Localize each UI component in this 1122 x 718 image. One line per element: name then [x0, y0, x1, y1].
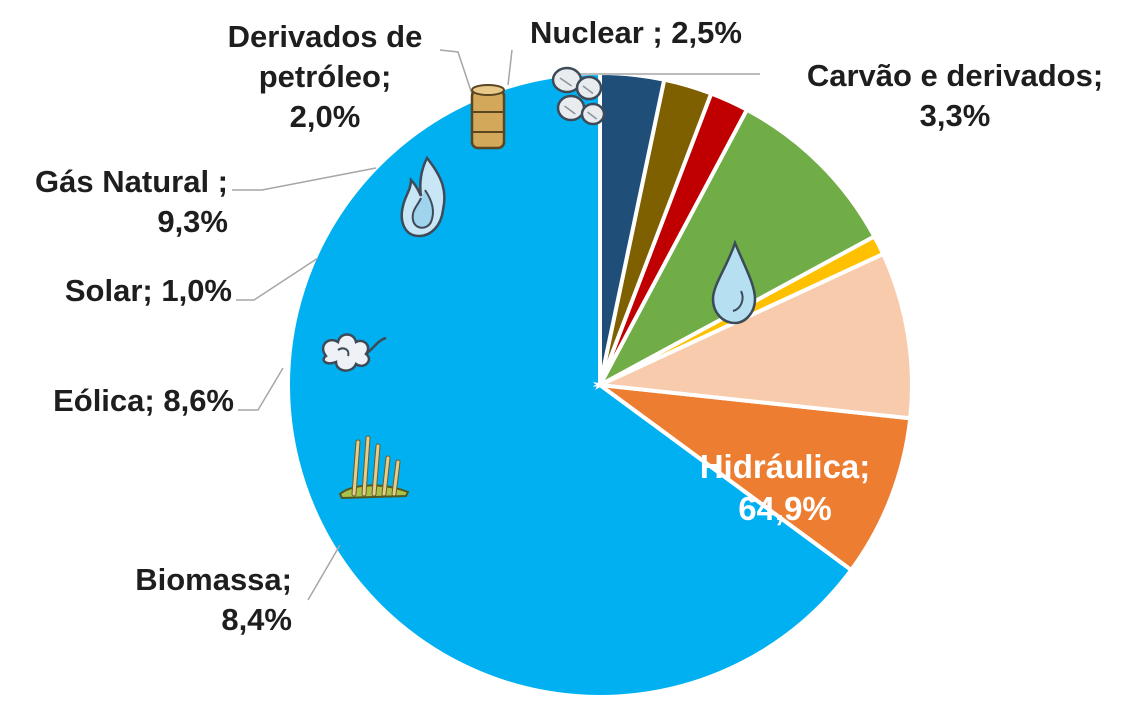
- pie-slices: [286, 70, 914, 699]
- water-drop-icon: [711, 239, 757, 325]
- data-label-solar: Solar; 1,0%: [65, 273, 232, 308]
- slice-biomassa: [592, 382, 913, 573]
- flame-icon: [400, 155, 446, 238]
- data-label-nuclear: Nuclear ; 2,5%: [530, 15, 742, 50]
- slice-labels: Hidráulica; 64,9% Biomassa; 8,4% Eólica; 8,6…: [35, 15, 1103, 637]
- data-label-hidraulica: Hidráulica; 64,9%: [700, 448, 871, 527]
- leader-solar: [236, 257, 319, 301]
- coal-icon: [551, 66, 606, 126]
- data-label-biomassa: Biomassa; 8,4%: [135, 562, 292, 637]
- slice-eolica: [592, 251, 914, 421]
- oil-barrel-icon: [470, 84, 506, 150]
- leader-derivados-de-petroleo: [439, 49, 479, 113]
- leader-biomassa: [307, 544, 341, 601]
- slice-icons: [321, 66, 757, 500]
- leader-lines: [232, 49, 760, 601]
- data-label-eolica: Eólica; 8,6%: [53, 383, 234, 418]
- sugarcane-icon: [338, 435, 410, 500]
- data-label-derivados-de-petroleo: Derivados de petróleo; 2,0%: [228, 19, 423, 134]
- data-label-gas-natural: Gás Natural ; 9,3%: [35, 164, 228, 239]
- leader-gas-natural: [232, 167, 377, 191]
- leader-nuclear: [507, 49, 513, 86]
- leader-eolica: [238, 367, 284, 411]
- data-label-carvao-e-derivados: Carvão e derivados; 3,3%: [807, 58, 1103, 133]
- wind-icon: [321, 333, 387, 372]
